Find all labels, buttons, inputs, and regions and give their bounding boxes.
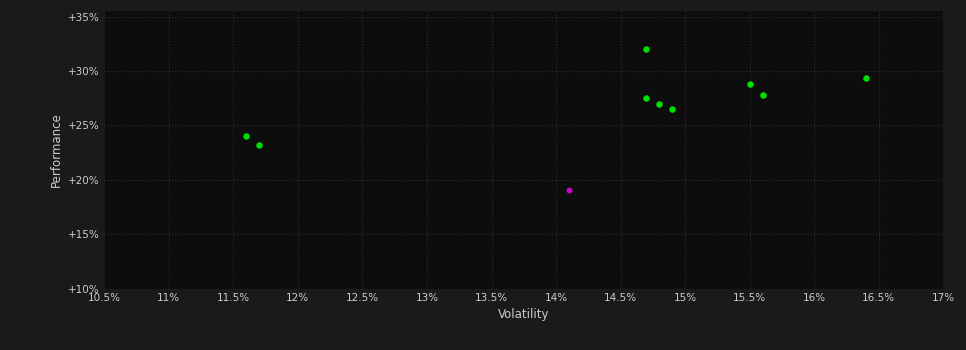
Point	[251, 142, 267, 148]
Point	[239, 133, 254, 139]
Point	[742, 81, 757, 87]
Point	[754, 92, 770, 98]
Point	[639, 47, 654, 52]
Y-axis label: Performance: Performance	[50, 112, 63, 187]
Point	[652, 101, 668, 106]
Point	[561, 187, 577, 192]
Point	[639, 96, 654, 101]
Point	[665, 106, 680, 112]
Point	[858, 75, 873, 80]
X-axis label: Volatility: Volatility	[498, 308, 550, 321]
